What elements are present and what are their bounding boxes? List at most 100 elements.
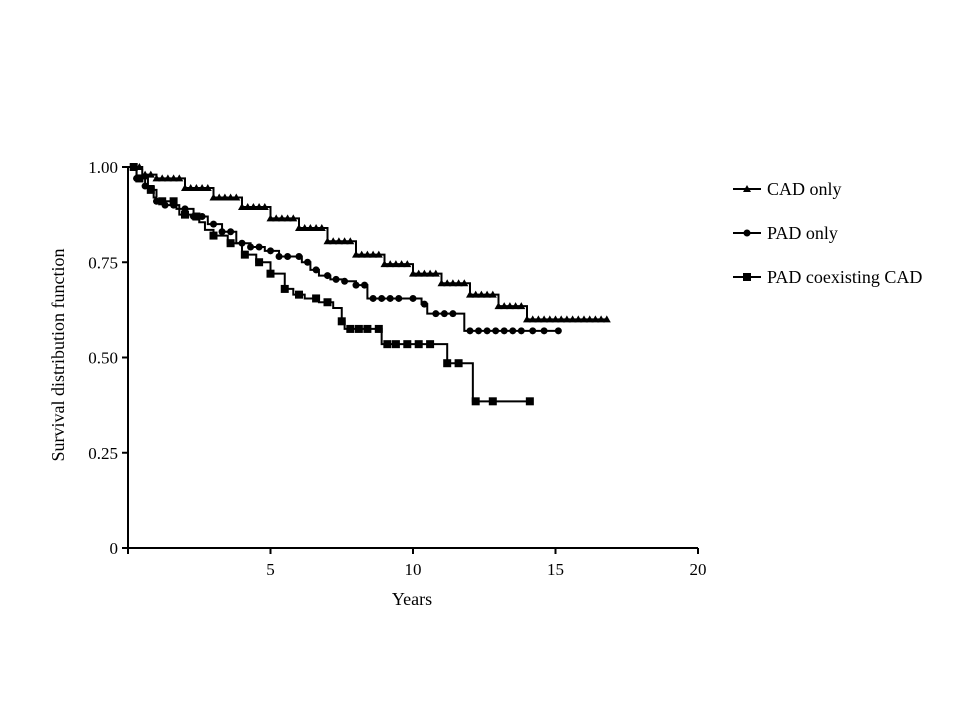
series-marker [354, 324, 363, 333]
series-marker [409, 294, 417, 302]
series-marker [431, 269, 440, 277]
y-tick-label: 0 [110, 539, 119, 558]
series-line [128, 166, 607, 321]
series-marker [460, 279, 469, 287]
series-marker [247, 243, 255, 251]
series-marker [528, 315, 537, 323]
series-marker [568, 315, 577, 323]
series-marker [312, 223, 321, 231]
series-marker [324, 272, 331, 280]
series-marker [357, 250, 366, 258]
series-marker [210, 220, 217, 228]
series-marker [492, 327, 500, 335]
y-tick-label: 1.00 [88, 158, 118, 177]
series-marker [341, 277, 349, 285]
series-marker [426, 269, 435, 277]
series-marker [574, 315, 583, 323]
series-marker [477, 290, 486, 298]
series-marker [352, 250, 360, 258]
series-marker [534, 315, 543, 323]
y-axis-title: Survival distribution function [48, 249, 68, 462]
series-marker [249, 203, 258, 211]
series-marker [192, 183, 201, 191]
series-marker [329, 237, 338, 245]
series-marker [440, 310, 448, 318]
series-marker [227, 228, 235, 236]
series-marker [426, 340, 435, 349]
series-marker [317, 223, 326, 231]
series-marker [529, 327, 537, 335]
series-marker [255, 243, 263, 251]
series-marker [181, 183, 189, 191]
series-marker [220, 193, 229, 201]
series-marker [260, 203, 269, 211]
series-marker [363, 324, 372, 333]
series-marker [209, 193, 218, 201]
legend-marker [743, 185, 751, 192]
series-marker [420, 300, 428, 308]
series-marker [255, 203, 264, 211]
legend: CAD only PAD only PAD coexisting CAD [733, 179, 922, 287]
series-marker [240, 250, 249, 259]
x-tick-label: 5 [266, 560, 275, 579]
series-marker [203, 183, 212, 191]
legend-item: CAD only [733, 179, 842, 199]
series-marker [369, 250, 378, 258]
series-marker [218, 228, 226, 236]
legend-item: PAD coexisting CAD [733, 267, 922, 287]
y-tick-label: 0.25 [88, 444, 118, 463]
series-marker [369, 294, 377, 302]
series-marker [540, 327, 548, 335]
series-marker [488, 397, 497, 406]
series-marker [346, 237, 355, 245]
x-tick-label: 10 [405, 560, 422, 579]
legend-item: PAD only [733, 223, 838, 243]
series-marker [386, 294, 394, 302]
series-marker [517, 327, 525, 335]
series-marker [562, 315, 571, 323]
series-marker [500, 327, 508, 335]
ticks: 5 10 15 20 0 0.25 0.50 0.75 1.00 [88, 158, 706, 579]
series-marker [340, 237, 349, 245]
series-marker [243, 203, 252, 211]
series-marker [585, 315, 594, 323]
series-marker [395, 294, 403, 302]
series-marker [169, 174, 178, 182]
series-marker [238, 203, 246, 211]
series-marker [146, 170, 155, 178]
series-marker [545, 315, 554, 323]
y-tick-label: 0.50 [88, 349, 118, 368]
series-marker [414, 269, 423, 277]
series-marker [403, 260, 412, 268]
series-marker [129, 163, 138, 171]
series-marker [414, 340, 423, 349]
series-marker [597, 315, 606, 323]
legend-label: CAD only [767, 179, 842, 199]
series-marker [374, 250, 383, 258]
series-marker [494, 302, 503, 310]
series-marker [471, 397, 480, 406]
series-marker [466, 290, 474, 298]
x-tick-label: 20 [690, 560, 707, 579]
series-1 [128, 166, 562, 335]
series-marker [275, 253, 283, 261]
series-marker [551, 315, 560, 323]
legend-marker [743, 273, 751, 281]
series-marker [323, 298, 332, 307]
series-marker [383, 340, 392, 349]
series-marker [186, 183, 195, 191]
series-marker [152, 174, 161, 182]
series-marker [289, 214, 298, 222]
series-marker [483, 290, 492, 298]
series-marker [361, 281, 369, 289]
series-marker [602, 315, 611, 323]
series-marker [312, 294, 321, 303]
series-marker [391, 340, 400, 349]
series-marker [192, 212, 201, 221]
legend-label: PAD only [767, 223, 838, 243]
series-marker [267, 247, 274, 255]
series-marker [483, 327, 491, 335]
series-marker [312, 266, 320, 274]
series-marker [523, 315, 531, 323]
series-marker [488, 290, 497, 298]
